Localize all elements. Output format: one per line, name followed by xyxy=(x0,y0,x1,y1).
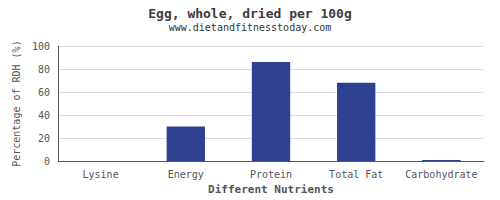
svg-text:Total Fat: Total Fat xyxy=(329,169,383,180)
svg-text:Different Nutrients: Different Nutrients xyxy=(208,183,334,196)
svg-text:20: 20 xyxy=(38,133,50,144)
svg-text:40: 40 xyxy=(38,110,50,121)
svg-text:0: 0 xyxy=(44,156,50,167)
svg-text:80: 80 xyxy=(38,64,50,75)
svg-text:Carbohydrate: Carbohydrate xyxy=(405,169,477,180)
svg-text:Protein: Protein xyxy=(250,169,292,180)
svg-text:www.dietandfitnesstoday.com: www.dietandfitnesstoday.com xyxy=(169,22,332,33)
svg-text:Egg, whole, dried per 100g: Egg, whole, dried per 100g xyxy=(148,6,352,21)
svg-text:Percentage of RDH (%): Percentage of RDH (%) xyxy=(11,40,22,166)
svg-text:Energy: Energy xyxy=(168,169,204,180)
svg-text:100: 100 xyxy=(32,41,50,52)
svg-text:60: 60 xyxy=(38,87,50,98)
svg-text:Lysine: Lysine xyxy=(83,169,119,180)
